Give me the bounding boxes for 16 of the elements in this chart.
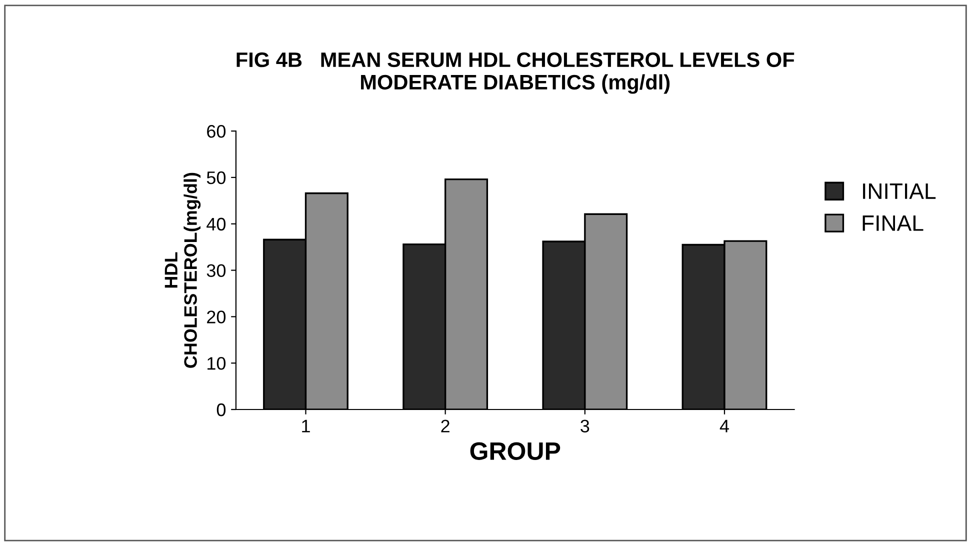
legend-label: FINAL (862, 216, 924, 231)
y-axis-title: HDL CHOLESTEROL(mg/dl) (164, 172, 201, 368)
x-tick-label: 4 (720, 420, 729, 432)
legend-label: INITIAL (863, 184, 936, 199)
x-tick-label: 1 (302, 420, 310, 432)
y-tick-label: 20 (207, 310, 226, 324)
y-tick-label: 60 (207, 124, 226, 138)
x-tick-label: 2 (441, 420, 450, 432)
x-axis-title: GROUP (470, 442, 560, 460)
x-tick-label: 3 (580, 420, 590, 432)
y-tick-label: 30 (206, 264, 226, 277)
y-tick-label: 0 (216, 403, 226, 416)
y-tick-label: 40 (206, 218, 226, 231)
y-tick-label: 50 (206, 171, 226, 184)
chart-title: FIG 4B MEAN SERUM HDL CHOLESTEROL LEVELS OF MODERATE DIABETICS (mg/dl) (236, 52, 794, 94)
y-tick-label: 10 (208, 357, 226, 370)
